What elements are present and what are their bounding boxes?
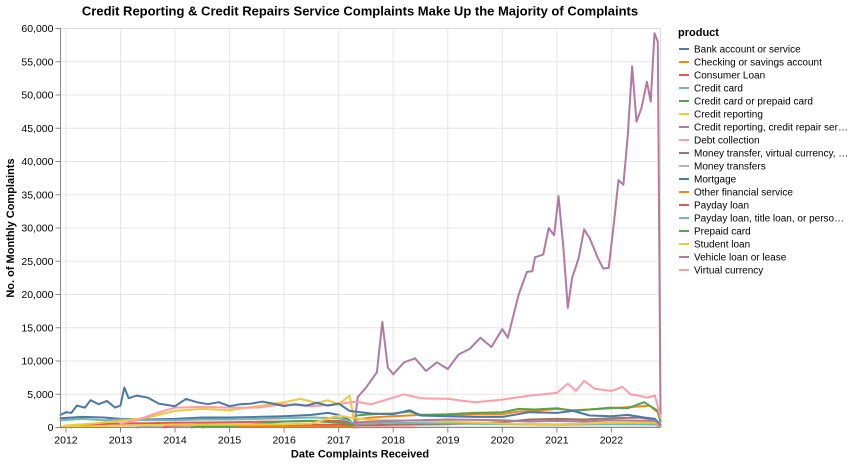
legend-label: Consumer Loan <box>694 71 765 82</box>
legend-label: Virtual currency <box>694 266 763 277</box>
series-line <box>59 411 358 429</box>
x-tick-labels: 2012 2013 2014 2015 2016 2017 2018 2019 2020 2021… <box>54 427 624 447</box>
series-line <box>190 419 358 429</box>
legend-label: Credit reporting, credit repair ser… <box>694 123 848 134</box>
legend-label: Credit reporting <box>694 110 763 121</box>
x-tick-label: 2012 <box>54 435 78 447</box>
legend-label: Debt collection <box>694 136 760 147</box>
x-tick-label: 2014 <box>163 435 187 447</box>
legend-label: Payday loan <box>694 201 749 212</box>
series-line <box>70 419 358 429</box>
legend-label: Bank account or service <box>694 45 801 56</box>
x-tick-label: 2020 <box>491 435 515 447</box>
y-tick-label: 55,000 <box>21 56 53 68</box>
x-tick-label: 2021 <box>545 435 569 447</box>
series-line <box>59 394 358 429</box>
legend: product Bank account or service Checking … <box>678 27 848 277</box>
legend-label: Money transfers <box>694 162 766 173</box>
series-layer <box>59 32 662 429</box>
chart-title: Credit Reporting & Credit Repairs Servic… <box>82 4 638 19</box>
legend-label: Mortgage <box>694 175 737 186</box>
x-tick-label: 2013 <box>109 435 133 447</box>
y-tick-label: 30,000 <box>21 223 53 235</box>
series-line <box>353 404 662 429</box>
series-line <box>59 416 358 429</box>
x-tick-label: 2022 <box>600 435 624 447</box>
legend-label: Checking or savings account <box>694 58 822 69</box>
y-tick-label: 40,000 <box>21 156 53 168</box>
y-tick-label: 25,000 <box>21 256 53 268</box>
y-tick-labels: 0 5,000 10,000 15,000 20,000 25,000 30,000 35,0… <box>21 23 61 434</box>
series-line <box>59 414 662 429</box>
y-axis-title: No. of Monthly Complaints <box>5 158 17 297</box>
x-tick-label: 2018 <box>382 435 406 447</box>
legend-label: Credit card or prepaid card <box>694 97 813 108</box>
legend-label: Vehicle loan or lease <box>694 253 787 264</box>
y-tick-label: 20,000 <box>21 289 53 301</box>
legend-label: Payday loan, title loan, or perso… <box>694 214 844 225</box>
legend-label: Credit card <box>694 84 743 95</box>
x-tick-label: 2016 <box>272 435 296 447</box>
y-tick-label: 50,000 <box>21 90 53 102</box>
y-tick-label: 35,000 <box>21 189 53 201</box>
y-tick-label: 60,000 <box>21 23 53 35</box>
y-tick-label: 15,000 <box>21 322 53 334</box>
series-line <box>353 32 662 429</box>
legend-label: Student loan <box>694 240 750 251</box>
y-tick-label: 10,000 <box>21 356 53 368</box>
y-tick-label: 0 <box>48 422 54 434</box>
legend-label: Prepaid card <box>694 227 751 238</box>
x-axis-title: Date Complaints Received <box>291 449 429 461</box>
legend-label: Other financial service <box>694 188 793 199</box>
series-line <box>353 418 662 429</box>
legend-items: Bank account or service Checking or savin… <box>679 45 848 277</box>
grid <box>60 28 661 428</box>
x-tick-label: 2017 <box>327 435 351 447</box>
x-tick-label: 2019 <box>436 435 460 447</box>
x-tick-label: 2015 <box>218 435 242 447</box>
y-tick-label: 45,000 <box>21 123 53 135</box>
series-line <box>119 379 662 425</box>
legend-title: product <box>678 27 719 39</box>
legend-label: Money transfer, virtual currency, … <box>694 149 848 160</box>
y-tick-label: 5,000 <box>27 389 53 401</box>
series-line <box>59 386 662 426</box>
